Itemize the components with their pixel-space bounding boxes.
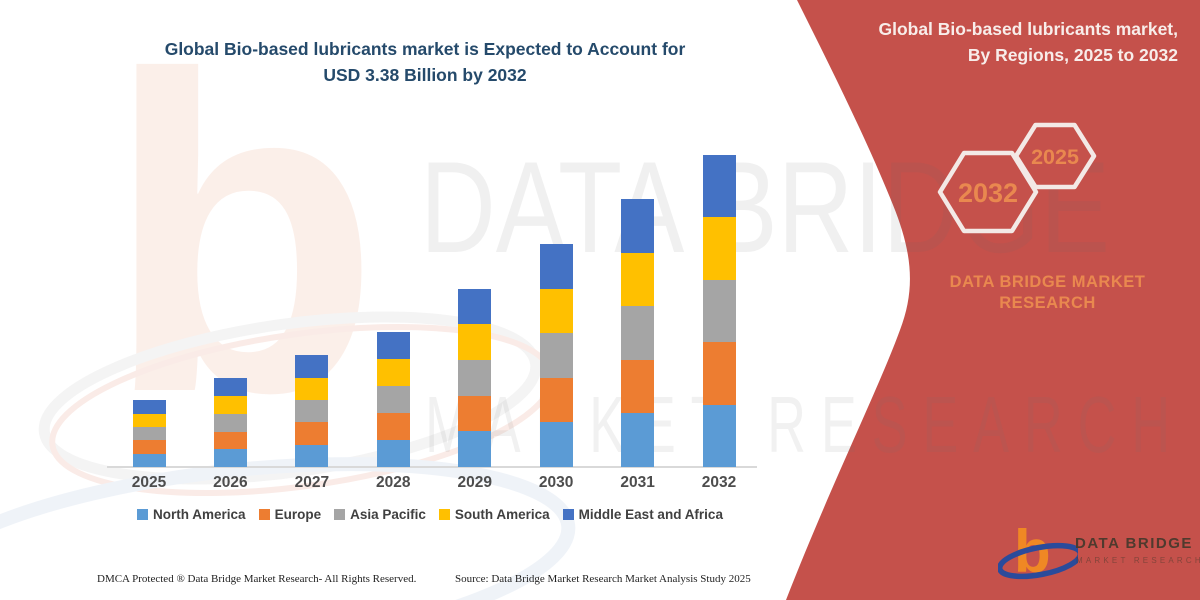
brand-text-line2: RESEARCH: [999, 294, 1096, 312]
legend-item-middle-east-and-africa: Middle East and Africa: [562, 507, 723, 522]
bar-segment-north-america: [539, 422, 573, 467]
logo-name-text: DATA BRIDGE: [1075, 535, 1193, 552]
legend-label: Middle East and Africa: [578, 507, 723, 522]
data-bridge-logo: b DATA BRIDGE MARKET RESEARCH: [996, 518, 1200, 592]
x-axis-label-2031: 2031: [620, 474, 655, 491]
bar-segment-asia-pacific: [539, 333, 573, 378]
bar-segment-europe: [458, 395, 492, 432]
hexagon-2025-label: 2025: [1031, 145, 1079, 169]
bar-segment-middle-east-and-africa: [702, 154, 736, 217]
bar-2031: [621, 198, 655, 467]
bar-2027: [295, 355, 329, 467]
legend-label: South America: [454, 507, 550, 522]
legend-item-europe: Europe: [258, 507, 322, 522]
bar-segment-south-america: [702, 217, 736, 280]
bar-segment-middle-east-and-africa: [621, 198, 655, 253]
bar-segment-middle-east-and-africa: [458, 288, 492, 325]
bar-segment-asia-pacific: [376, 386, 410, 414]
bar-segment-europe: [132, 440, 166, 454]
bar-segment-north-america: [376, 440, 410, 467]
bar-segment-north-america: [702, 404, 736, 467]
bar-segment-asia-pacific: [702, 279, 736, 342]
bar-2029: [458, 288, 492, 467]
bar-segment-europe: [213, 431, 247, 450]
bar-segment-north-america: [295, 444, 329, 467]
brand-text: DATA BRIDGE MARKET RESEARCH: [935, 272, 1160, 314]
bar-segment-asia-pacific: [621, 306, 655, 360]
bar-segment-middle-east-and-africa: [213, 378, 247, 396]
legend-swatch-icon: [562, 509, 574, 520]
bar-segment-middle-east-and-africa: [376, 332, 410, 360]
bar-segment-south-america: [295, 377, 329, 400]
bar-segment-middle-east-and-africa: [295, 355, 329, 378]
bar-segment-south-america: [539, 288, 573, 334]
legend-label: North America: [153, 507, 246, 522]
legend-swatch-icon: [438, 509, 450, 520]
legend-label: Asia Pacific: [350, 507, 426, 522]
bar-2028: [376, 332, 410, 467]
source-footer-text: Source: Data Bridge Market Research Mark…: [455, 573, 751, 585]
bar-segment-south-america: [132, 413, 166, 428]
bar-segment-europe: [376, 413, 410, 441]
bar-segment-north-america: [132, 453, 166, 467]
x-axis-line: [107, 466, 757, 468]
x-axis-label-2027: 2027: [294, 474, 330, 491]
bar-segment-middle-east-and-africa: [132, 400, 166, 414]
panel-title: Global Bio-based lubricants market, By R…: [830, 16, 1178, 68]
x-axis-label-2025: 2025: [131, 474, 167, 491]
bar-segment-asia-pacific: [213, 413, 247, 432]
bar-segment-south-america: [213, 396, 247, 414]
bar-2030: [539, 244, 573, 467]
bar-segment-europe: [539, 377, 573, 423]
bar-segment-middle-east-and-africa: [539, 244, 573, 289]
legend-label: Europe: [274, 507, 322, 522]
legend-item-asia-pacific: Asia Pacific: [334, 507, 426, 522]
bar-segment-europe: [702, 342, 736, 405]
x-axis-label-2026: 2026: [213, 474, 248, 491]
legend: North America Europe Asia Pacific South Ame…: [95, 507, 765, 522]
logo-sub-text: MARKET RESEARCH: [1076, 556, 1200, 565]
legend-item-north-america: North America: [137, 507, 246, 522]
bar-segment-north-america: [458, 431, 492, 467]
brand-text-line1: DATA BRIDGE MARKET: [949, 273, 1146, 291]
chart-title-line1: Global Bio-based lubricants market is Ex…: [164, 39, 686, 59]
bar-segment-north-america: [621, 413, 655, 467]
legend-item-south-america: South America: [438, 507, 550, 522]
legend-swatch-icon: [258, 509, 270, 520]
panel-title-line2: By Regions, 2025 to 2032: [967, 45, 1178, 65]
bar-2032: [702, 154, 736, 467]
bar-2026: [213, 378, 247, 467]
chart-title: Global Bio-based lubricants market is Ex…: [100, 36, 750, 88]
hexagon-2032-label: 2032: [958, 178, 1018, 208]
x-axis-label-2032: 2032: [701, 474, 737, 491]
panel-title-line1: Global Bio-based lubricants market,: [878, 19, 1178, 39]
hexagon-2032: 2032: [937, 150, 1039, 234]
bar-segment-asia-pacific: [132, 427, 166, 441]
bar-segment-asia-pacific: [295, 399, 329, 423]
chart-title-line2: USD 3.38 Billion by 2032: [323, 65, 527, 85]
legend-swatch-icon: [137, 509, 149, 520]
bar-segment-south-america: [621, 252, 655, 307]
logo-b-icon: b: [996, 518, 1084, 585]
dmca-footer-text: DMCA Protected ® Data Bridge Market Rese…: [97, 573, 417, 585]
bar-segment-north-america: [213, 449, 247, 467]
x-axis-label-2028: 2028: [376, 474, 411, 491]
bar-segment-europe: [621, 359, 655, 414]
bar-segment-europe: [295, 422, 329, 445]
bar-segment-asia-pacific: [458, 359, 492, 396]
x-axis-label-2030: 2030: [538, 474, 574, 491]
bar-segment-south-america: [458, 324, 492, 360]
bar-2025: [132, 400, 166, 467]
legend-swatch-icon: [334, 509, 346, 520]
x-axis-label-2029: 2029: [457, 474, 492, 491]
red-panel-shape: [786, 0, 1200, 600]
bar-segment-south-america: [376, 359, 410, 387]
